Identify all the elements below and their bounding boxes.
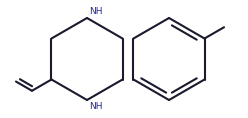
Text: NH: NH [89, 102, 102, 111]
Text: NH: NH [89, 7, 102, 16]
